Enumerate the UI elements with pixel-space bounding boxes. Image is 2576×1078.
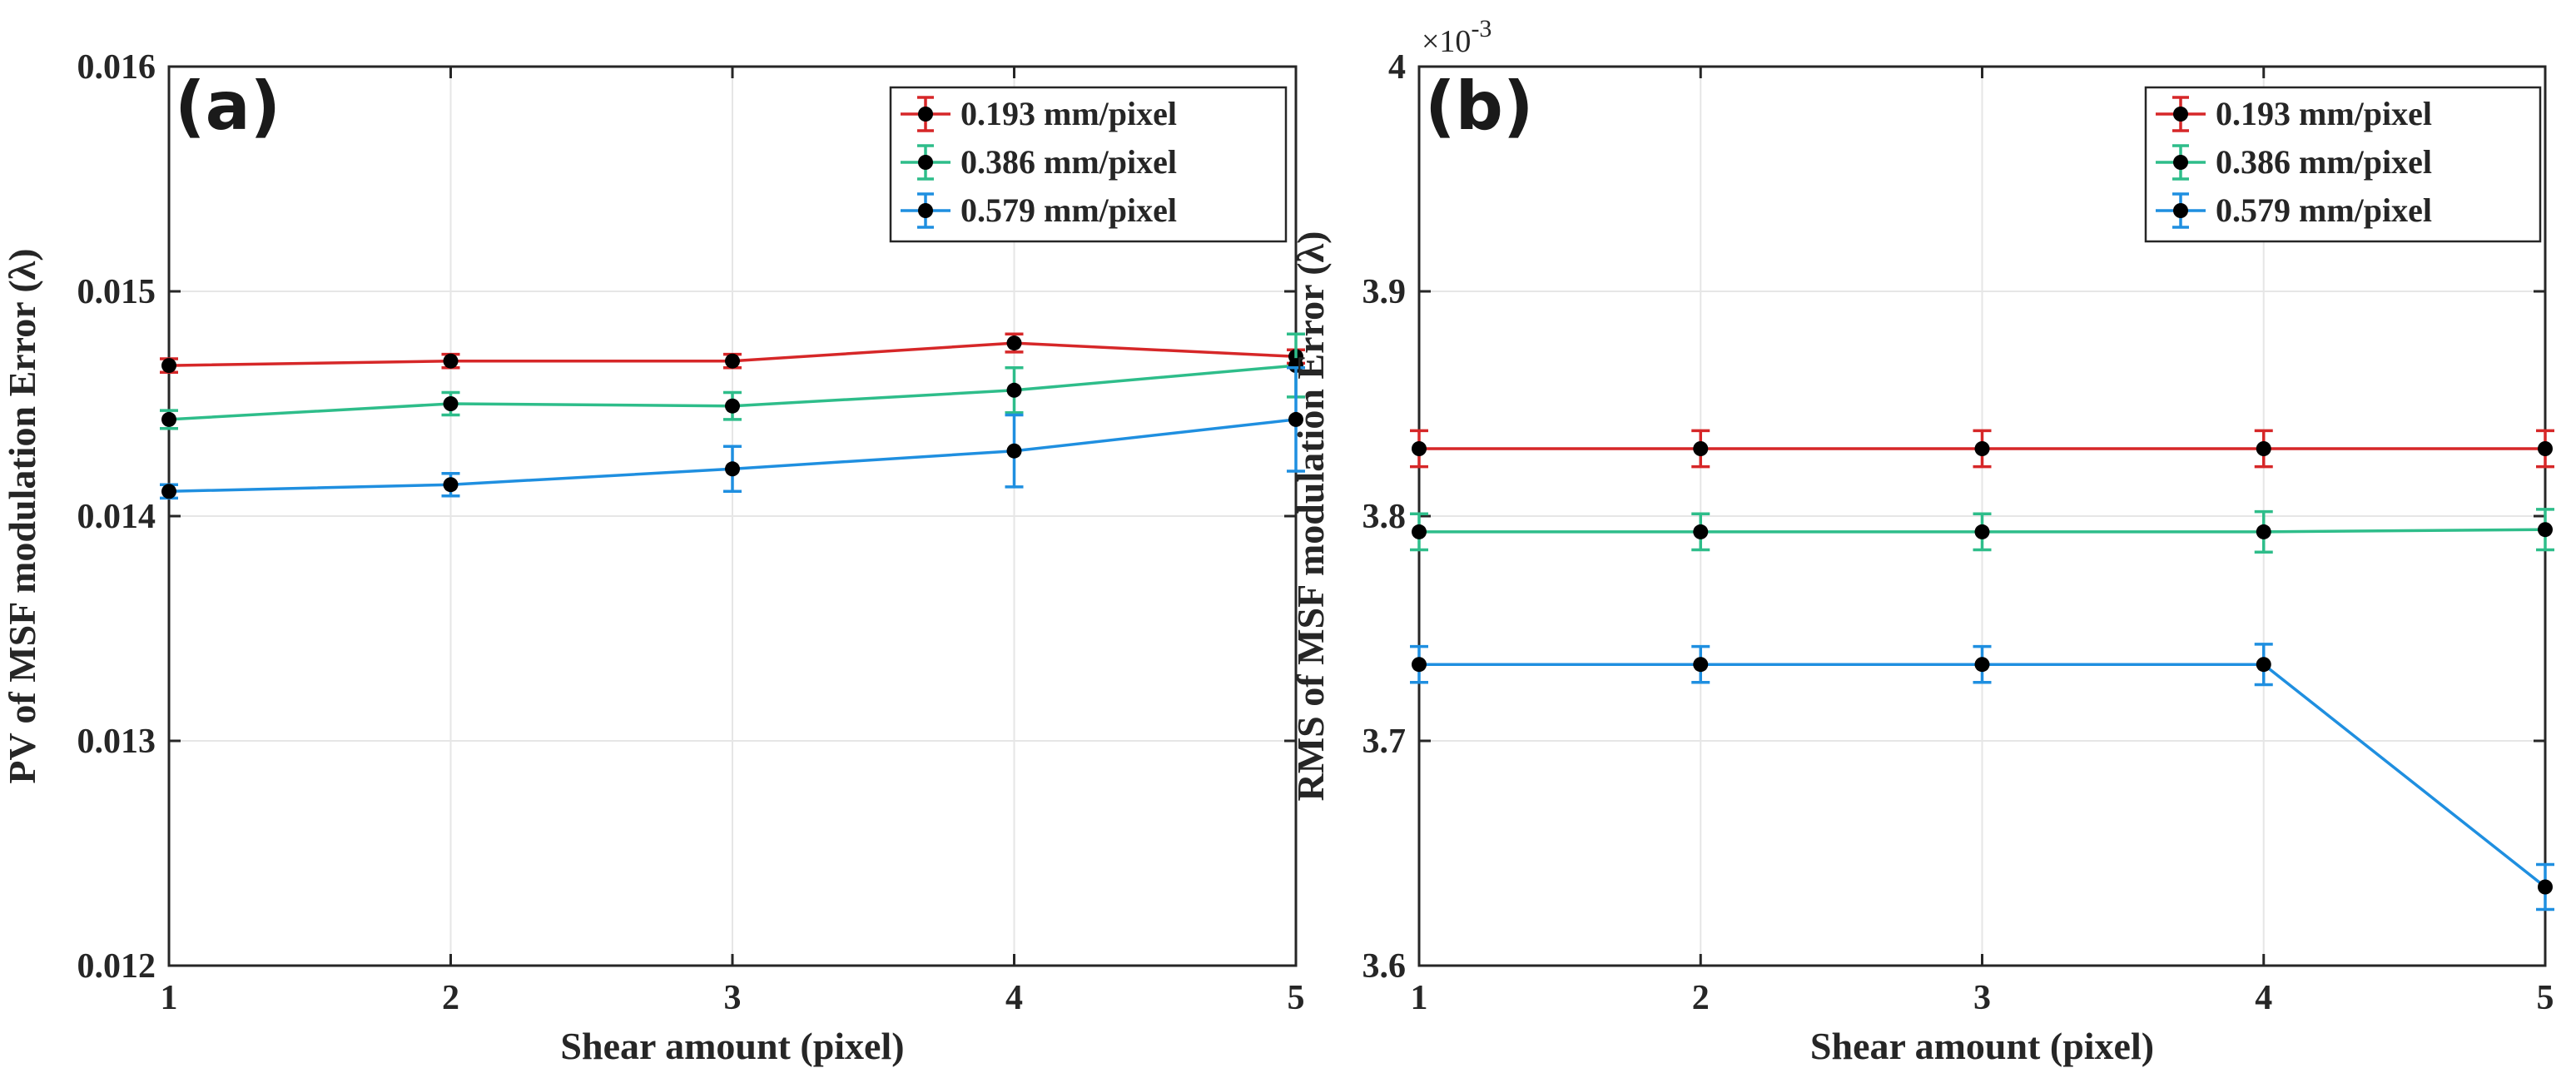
y-tick-label: 3.6	[1362, 947, 1407, 986]
chart-panel-1: 0.012 0.013 0.014 0.015 0.016 1 2 3 4 5 Shear amou…	[1, 48, 1305, 1067]
x-tick-label: 1	[161, 979, 178, 1017]
y-tick-label: 0.012	[77, 947, 156, 986]
panel-label: (a)	[175, 67, 280, 145]
data-point	[2538, 441, 2553, 456]
data-point	[1693, 441, 1709, 456]
data-point	[1412, 441, 1427, 456]
data-point	[725, 461, 740, 477]
y-tick-label: 4	[1388, 48, 1406, 87]
y-tick-label: 3.7	[1362, 723, 1407, 761]
series-1	[160, 332, 1305, 374]
data-point	[443, 477, 459, 493]
legend-marker	[918, 203, 933, 218]
data-point	[2538, 522, 2553, 538]
legend-marker	[918, 155, 933, 170]
data-point	[1693, 524, 1709, 539]
legend-label: 0.579 mm/pixel	[2216, 191, 2432, 229]
data-point	[1412, 657, 1427, 673]
data-point	[725, 353, 740, 369]
y-tick-label: 0.013	[77, 723, 156, 761]
data-point	[443, 396, 459, 411]
legend-label: 0.386 mm/pixel	[960, 143, 1177, 181]
data-point	[2256, 441, 2271, 456]
series-3	[1410, 643, 2554, 912]
series-3	[160, 366, 1305, 500]
data-point	[1006, 335, 1022, 351]
data-point	[1288, 411, 1303, 427]
panel-label: (b)	[1425, 67, 1533, 145]
legend-label: 0.386 mm/pixel	[2216, 143, 2432, 181]
y-axis-label: RMS of MSF modulation Error (λ)	[1289, 231, 1332, 802]
legend: 0.193 mm/pixel 0.386 mm/pixel 0.579 mm/pix…	[889, 86, 1288, 243]
x-tick-label: 1	[1411, 979, 1428, 1017]
data-point	[161, 484, 176, 499]
x-tick-label: 5	[2537, 979, 2554, 1017]
y-tick-label: 0.014	[77, 498, 156, 536]
legend-marker	[2173, 107, 2188, 122]
y-tick-label: 0.015	[77, 273, 156, 311]
y-axis-label: PV of MSF modulation Error (λ)	[1, 248, 43, 783]
x-axis-label: Shear amount (pixel)	[560, 1025, 904, 1067]
y-tick-label: 3.8	[1362, 498, 1407, 536]
legend-marker	[2173, 203, 2188, 218]
legend: 0.193 mm/pixel 0.386 mm/pixel 0.579 mm/pix…	[2144, 86, 2542, 243]
data-point	[2538, 879, 2553, 895]
data-point	[1974, 441, 1990, 456]
x-tick-label: 3	[1973, 979, 1991, 1017]
chart-panel-2: 3.6 3.7 3.8 3.9 4 1 2 3 4 5 Shear amount (pixel) RM…	[1289, 15, 2554, 1067]
data-point	[1412, 524, 1427, 539]
x-tick-label: 2	[442, 979, 459, 1017]
legend-box	[2144, 86, 2542, 243]
series-2	[1410, 508, 2554, 554]
data-point	[2256, 524, 2271, 539]
data-point	[1006, 443, 1022, 459]
x-tick-label: 2	[1692, 979, 1710, 1017]
data-point	[2256, 657, 2271, 673]
x-tick-label: 4	[1005, 979, 1023, 1017]
x-tick-label: 3	[724, 979, 742, 1017]
data-point	[725, 398, 740, 414]
y-tick-label: 3.9	[1362, 273, 1407, 311]
legend-label: 0.193 mm/pixel	[2216, 95, 2432, 132]
legend-marker	[918, 107, 933, 122]
legend-box	[889, 86, 1288, 243]
data-point	[1288, 358, 1303, 374]
data-point	[161, 411, 176, 427]
axis-exponent-label: ×10-3	[1422, 15, 1491, 59]
data-point	[1974, 657, 1990, 673]
legend-label: 0.579 mm/pixel	[960, 191, 1177, 229]
data-point	[161, 358, 176, 374]
exponent-power: -3	[1471, 15, 1491, 42]
y-tick-label: 0.016	[77, 48, 156, 87]
legend-marker	[2173, 155, 2188, 170]
data-point	[1693, 657, 1709, 673]
x-tick-label: 5	[1288, 979, 1305, 1017]
x-axis-label: Shear amount (pixel)	[1810, 1025, 2154, 1067]
series-1	[1410, 429, 2554, 469]
data-point	[443, 353, 459, 369]
x-tick-label: 4	[2255, 979, 2272, 1017]
exponent-base: ×10	[1422, 24, 1471, 59]
legend-label: 0.193 mm/pixel	[960, 95, 1177, 132]
data-point	[1974, 524, 1990, 539]
data-point	[1006, 382, 1022, 398]
